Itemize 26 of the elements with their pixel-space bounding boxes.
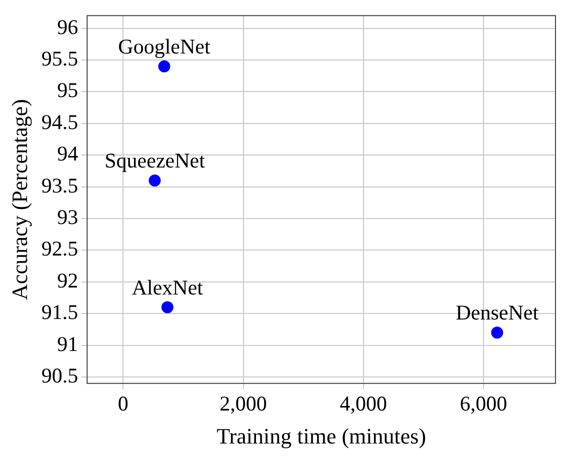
y-tick-label: 92.5 bbox=[41, 236, 78, 261]
x-tick-label: 6,000 bbox=[460, 392, 508, 416]
y-tick-label: 91.5 bbox=[41, 300, 78, 324]
y-tick-label: 90.5 bbox=[41, 364, 78, 388]
x-tick-label: 2,000 bbox=[220, 392, 267, 416]
annotation: AlexNet bbox=[132, 275, 204, 300]
y-tick-label: 95.5 bbox=[41, 46, 78, 71]
y-tick-label: 91 bbox=[57, 332, 78, 356]
y-tick-label: 96 bbox=[57, 14, 78, 39]
x-axis-title: Training time (minutes) bbox=[216, 424, 426, 449]
point bbox=[491, 326, 504, 339]
annotation: GoogleNet bbox=[118, 34, 210, 58]
point bbox=[161, 301, 174, 314]
y-tick-label: 94.5 bbox=[41, 110, 78, 134]
point bbox=[158, 60, 170, 72]
y-tick-label: 95 bbox=[57, 78, 78, 102]
annotation: SqueezeNet bbox=[104, 148, 206, 172]
y-tick-label: 94 bbox=[57, 142, 79, 166]
point bbox=[148, 174, 161, 186]
y-tick-label: 92 bbox=[57, 268, 78, 292]
x-tick-label: 4,000 bbox=[340, 392, 387, 416]
annotation: DenseNet bbox=[456, 300, 539, 325]
y-axis-title: Accuracy (Percentage) bbox=[6, 99, 32, 300]
y-tick-label: 93.5 bbox=[41, 173, 78, 198]
x-tick-label: 0 bbox=[118, 392, 128, 416]
y-tick-label: 93 bbox=[57, 205, 78, 230]
